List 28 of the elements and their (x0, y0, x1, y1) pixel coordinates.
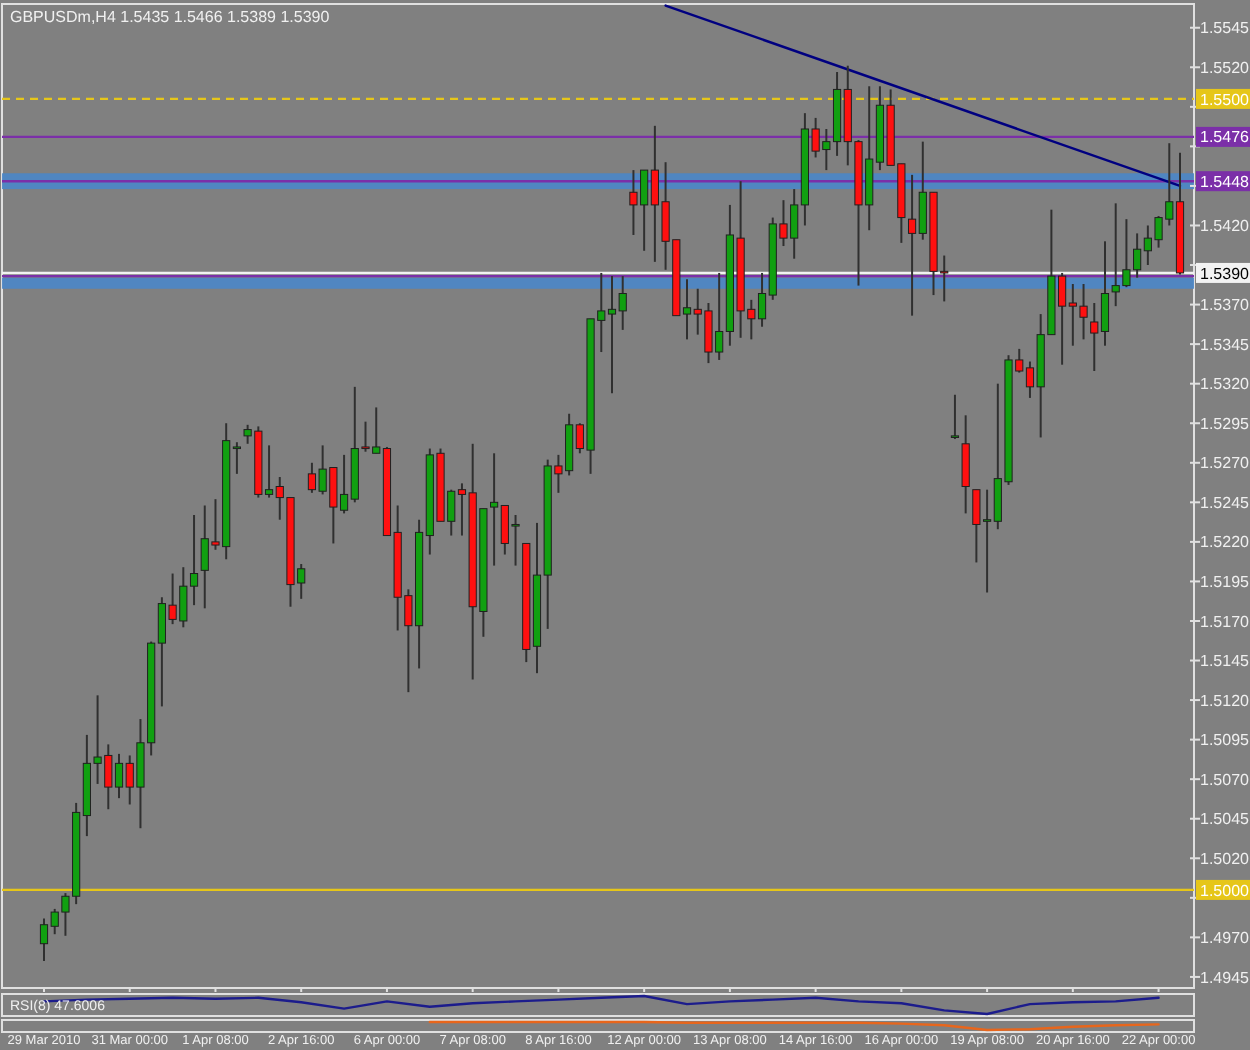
y-tick-label: 1.5520 (1200, 58, 1250, 77)
y-tick-label: 1.5095 (1200, 731, 1250, 750)
y-tick-label: 1.5195 (1200, 573, 1250, 592)
y-tick-label: 1.5120 (1200, 691, 1250, 710)
y-tick-label: 1.5420 (1200, 217, 1250, 236)
chart-title: GBPUSDm,H4 1.5435 1.5466 1.5389 1.5390 (10, 8, 331, 26)
y-tick-label: 1.5545 (1200, 19, 1250, 38)
ref-line-label: 1.5390 (1200, 264, 1250, 283)
y-tick-label: 1.4970 (1200, 928, 1250, 947)
ref-line-label: 1.5500 (1200, 90, 1250, 109)
y-tick-label: 1.5145 (1200, 652, 1250, 671)
ref-line-label: 1.5448 (1200, 172, 1250, 191)
y-tick-label: 1.5220 (1200, 533, 1250, 552)
y-tick-label: 1.5245 (1200, 493, 1250, 512)
y-tick-label: 1.5345 (1200, 335, 1250, 354)
candlestick (950, 393, 960, 441)
ref-line-label: 1.5476 (1200, 128, 1250, 147)
y-tick-label: 1.5020 (1200, 849, 1250, 868)
y-tick-label: 1.5370 (1200, 296, 1250, 315)
y-tick-label: 1.5070 (1200, 770, 1250, 789)
y-tick-label: 1.5295 (1200, 414, 1250, 433)
y-tick-label: 1.5045 (1200, 810, 1250, 829)
y-tick-label: 1.5170 (1200, 612, 1250, 631)
y-tick-label: 1.4945 (1200, 968, 1250, 987)
y-tick-label: 1.5270 (1200, 454, 1250, 473)
candlestick (961, 414, 970, 515)
y-tick-label: 1.5320 (1200, 375, 1250, 394)
ref-line-label: 1.5000 (1200, 881, 1250, 900)
